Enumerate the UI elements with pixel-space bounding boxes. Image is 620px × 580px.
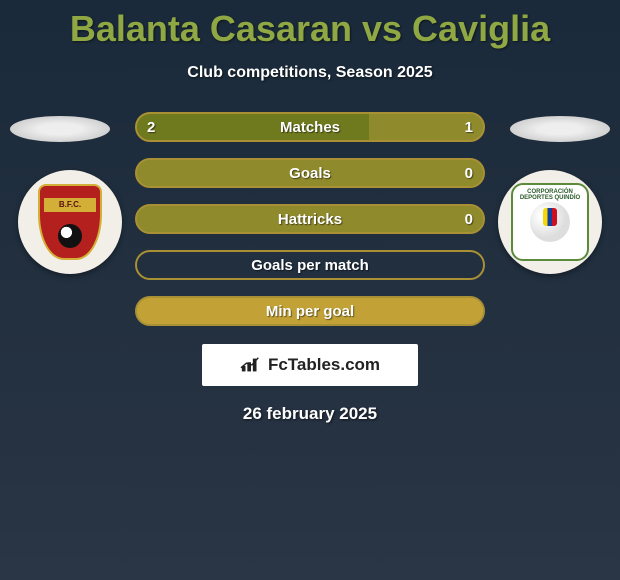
stat-label: Goals (289, 165, 331, 182)
player-oval-right (510, 116, 610, 142)
subtitle: Club competitions, Season 2025 (0, 64, 620, 82)
bar-chart-icon (240, 356, 262, 374)
team-badge-right: CORPORACIÓN DEPORTES QUINDÍO (498, 170, 602, 274)
stat-label: Hattricks (278, 211, 342, 228)
flag-stripe-icon (543, 208, 557, 226)
stat-bar: 2 Matches 1 (135, 112, 485, 142)
stat-value-left: 2 (147, 119, 155, 136)
soccer-ball-icon (58, 224, 82, 248)
team-badge-left: B.F.C. (18, 170, 122, 274)
date-label: 26 february 2025 (0, 404, 620, 424)
comparison-panel: B.F.C. CORPORACIÓN DEPORTES QUINDÍO 2 Mat… (0, 112, 620, 424)
watermark[interactable]: FcTables.com (202, 344, 418, 386)
player-oval-left (10, 116, 110, 142)
stat-value-right: 0 (465, 165, 473, 182)
soccer-ball-icon (530, 202, 570, 242)
badge-left-text: B.F.C. (44, 198, 96, 212)
stat-label: Min per goal (266, 303, 354, 320)
stat-label: Goals per match (251, 257, 369, 274)
crest-icon: CORPORACIÓN DEPORTES QUINDÍO (511, 183, 589, 261)
stat-label: Matches (280, 119, 340, 136)
badge-right-text: CORPORACIÓN DEPORTES QUINDÍO (513, 189, 587, 201)
watermark-text: FcTables.com (268, 355, 380, 375)
page-title: Balanta Casaran vs Caviglia (0, 0, 620, 50)
stat-bar: Goals 0 (135, 158, 485, 188)
stat-value-right: 0 (465, 211, 473, 228)
stat-bar: Hattricks 0 (135, 204, 485, 234)
stat-bar: Goals per match (135, 250, 485, 280)
stats-bars: 2 Matches 1 Goals 0 Hattricks 0 Goals per match… (135, 112, 485, 326)
shield-icon: B.F.C. (38, 184, 102, 260)
stat-value-right: 1 (465, 119, 473, 136)
stat-bar: Min per goal (135, 296, 485, 326)
